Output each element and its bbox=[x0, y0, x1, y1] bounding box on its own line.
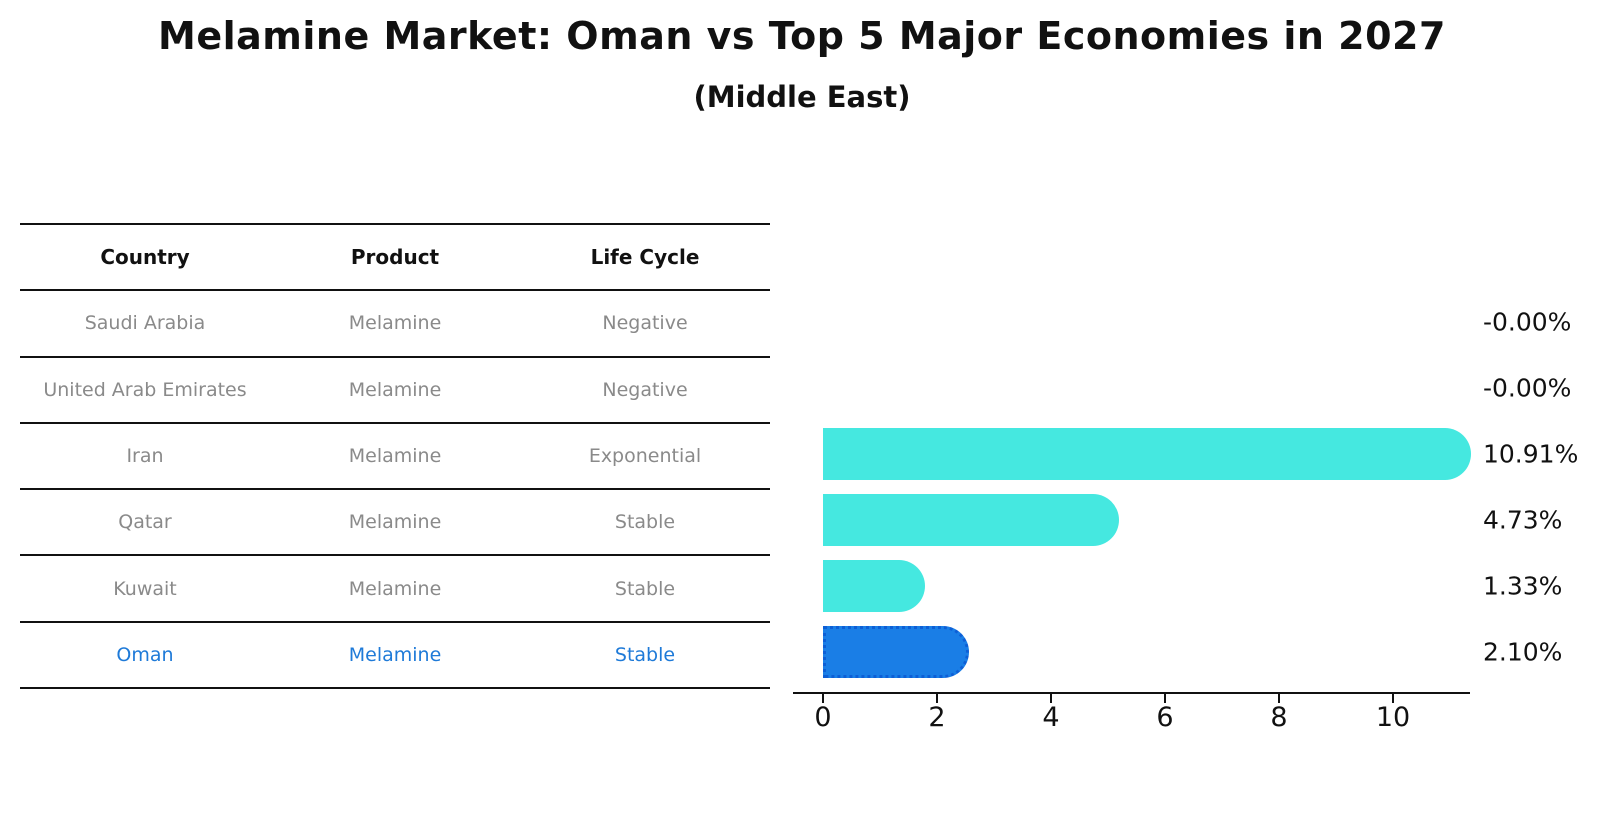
table-cell-country: Iran bbox=[126, 445, 164, 468]
country-table: Country Product Life Cycle Saudi Arabia Mel… bbox=[20, 223, 770, 690]
table-cell-country: Saudi Arabia bbox=[84, 312, 206, 335]
x-tick-mark-0 bbox=[822, 694, 824, 703]
table-cell-product: Melamine bbox=[348, 511, 442, 534]
table-row-united-arab-emirates: United Arab Emirates Melamine Negative bbox=[20, 358, 770, 424]
value-label-qatar: 4.73% bbox=[1483, 505, 1563, 535]
value-label-united-arab-emirates: -0.00% bbox=[1483, 373, 1572, 403]
table-cell-life-cycle: Negative bbox=[602, 378, 688, 401]
x-axis-line bbox=[793, 692, 1470, 694]
x-tick-label-8: 8 bbox=[1270, 702, 1288, 733]
x-tick-label-0: 0 bbox=[814, 702, 832, 733]
table-body: Saudi Arabia Melamine Negative United Arab … bbox=[20, 291, 770, 690]
table-cell-country: Qatar bbox=[118, 511, 172, 534]
table-cell-product: Melamine bbox=[348, 445, 442, 468]
bar-kuwait bbox=[823, 560, 925, 612]
x-tick-label-2: 2 bbox=[928, 702, 946, 733]
x-tick-mark-4 bbox=[1050, 694, 1052, 703]
table-cell-life-cycle: Stable bbox=[614, 511, 676, 534]
table-row-iran: Iran Melamine Exponential bbox=[20, 424, 770, 491]
bar-iran bbox=[823, 428, 1471, 480]
table-header-cell-life-cycle: Life Cycle bbox=[590, 245, 700, 270]
table-row-saudi-arabia: Saudi Arabia Melamine Negative bbox=[20, 291, 770, 358]
table-cell-life-cycle: Negative bbox=[602, 312, 688, 335]
table-row-oman: Oman Melamine Stable bbox=[20, 623, 770, 690]
x-tick-mark-6 bbox=[1164, 694, 1166, 703]
x-tick-mark-8 bbox=[1278, 694, 1280, 703]
table-header-row: Country Product Life Cycle bbox=[20, 225, 770, 292]
table-cell-product: Melamine bbox=[348, 312, 442, 335]
x-tick-label-6: 6 bbox=[1156, 702, 1174, 733]
table-cell-life-cycle: Stable bbox=[614, 643, 676, 666]
x-tick-label-10: 10 bbox=[1375, 702, 1411, 733]
table-cell-product: Melamine bbox=[348, 643, 442, 666]
table-cell-life-cycle: Stable bbox=[614, 577, 676, 600]
table-cell-country: Oman bbox=[116, 643, 174, 666]
value-label-kuwait: 1.33% bbox=[1483, 571, 1563, 601]
table-row-qatar: Qatar Melamine Stable bbox=[20, 490, 770, 557]
bar-oman bbox=[823, 626, 969, 678]
table-header-cell-country: Country bbox=[100, 245, 190, 270]
x-tick-mark-2 bbox=[936, 694, 938, 703]
table-row-kuwait: Kuwait Melamine Stable bbox=[20, 556, 770, 623]
table-cell-product: Melamine bbox=[348, 378, 442, 401]
value-label-oman: 2.10% bbox=[1483, 637, 1563, 667]
chart-subtitle: (Middle East) bbox=[693, 80, 911, 114]
table-cell-product: Melamine bbox=[348, 577, 442, 600]
table-cell-life-cycle: Exponential bbox=[588, 445, 702, 468]
x-tick-mark-10 bbox=[1392, 694, 1394, 703]
bar-chart: 0 2 4 6 8 10 bbox=[793, 0, 1483, 823]
value-label-iran: 10.91% bbox=[1483, 439, 1579, 469]
table-cell-country: United Arab Emirates bbox=[43, 378, 247, 401]
chart-title: Melamine Market: Oman vs Top 5 Major Eco… bbox=[158, 14, 1446, 58]
table-cell-country: Kuwait bbox=[113, 577, 177, 600]
x-tick-label-4: 4 bbox=[1042, 702, 1060, 733]
bar-qatar bbox=[823, 494, 1119, 546]
table-header-cell-product: Product bbox=[350, 245, 440, 270]
value-label-saudi-arabia: -0.00% bbox=[1483, 307, 1572, 337]
